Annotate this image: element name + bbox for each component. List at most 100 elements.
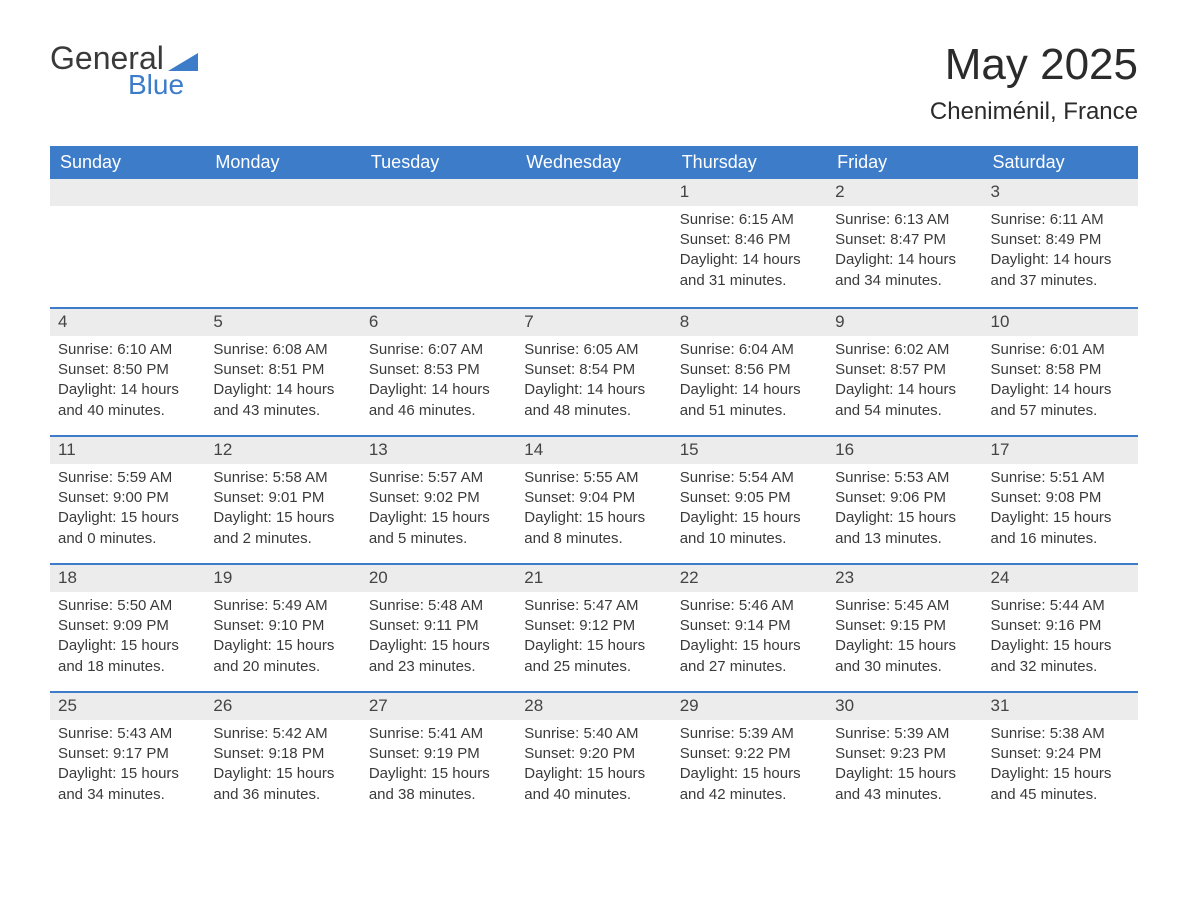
day-details: Sunrise: 6:15 AMSunset: 8:46 PMDaylight:…	[672, 206, 827, 301]
sunrise-line: Sunrise: 5:39 AM	[680, 724, 819, 744]
day-details: Sunrise: 5:41 AMSunset: 9:19 PMDaylight:…	[361, 720, 516, 815]
day-details: Sunrise: 5:40 AMSunset: 9:20 PMDaylight:…	[516, 720, 671, 815]
day-details: Sunrise: 6:11 AMSunset: 8:49 PMDaylight:…	[983, 206, 1138, 301]
day-number: 3	[983, 179, 1138, 206]
sunrise-line: Sunrise: 6:15 AM	[680, 210, 819, 230]
daylight-line: Daylight: 15 hours and 25 minutes.	[524, 636, 663, 677]
sunset-line: Sunset: 8:47 PM	[835, 230, 974, 250]
day-details: Sunrise: 5:43 AMSunset: 9:17 PMDaylight:…	[50, 720, 205, 815]
day-number: 18	[50, 563, 205, 592]
sunset-line: Sunset: 8:56 PM	[680, 360, 819, 380]
sunset-line: Sunset: 8:54 PM	[524, 360, 663, 380]
sunset-line: Sunset: 9:05 PM	[680, 488, 819, 508]
sunrise-line: Sunrise: 6:13 AM	[835, 210, 974, 230]
daylight-line: Daylight: 15 hours and 10 minutes.	[680, 508, 819, 549]
calendar-cell: 22Sunrise: 5:46 AMSunset: 9:14 PMDayligh…	[672, 563, 827, 691]
calendar-cell: 2 Sunrise: 6:13 AMSunset: 8:47 PMDaylight…	[827, 179, 982, 307]
daylight-line: Daylight: 15 hours and 0 minutes.	[58, 508, 197, 549]
day-details: Sunrise: 5:39 AMSunset: 9:22 PMDaylight:…	[672, 720, 827, 815]
sunrise-line: Sunrise: 5:40 AM	[524, 724, 663, 744]
day-details: Sunrise: 5:48 AMSunset: 9:11 PMDaylight:…	[361, 592, 516, 687]
daylight-line: Daylight: 14 hours and 48 minutes.	[524, 380, 663, 421]
calendar-cell: 25Sunrise: 5:43 AMSunset: 9:17 PMDayligh…	[50, 691, 205, 819]
sunset-line: Sunset: 9:09 PM	[58, 616, 197, 636]
day-number: 15	[672, 435, 827, 464]
calendar-cell: 31Sunrise: 5:38 AMSunset: 9:24 PMDayligh…	[983, 691, 1138, 819]
weekday-header: Tuesday	[361, 146, 516, 179]
calendar-cell: 21Sunrise: 5:47 AMSunset: 9:12 PMDayligh…	[516, 563, 671, 691]
sunrise-line: Sunrise: 5:38 AM	[991, 724, 1130, 744]
sunrise-line: Sunrise: 5:45 AM	[835, 596, 974, 616]
sunrise-line: Sunrise: 6:05 AM	[524, 340, 663, 360]
day-details: Sunrise: 5:53 AMSunset: 9:06 PMDaylight:…	[827, 464, 982, 559]
day-number: 10	[983, 307, 1138, 336]
calendar-cell	[361, 179, 516, 307]
sunrise-line: Sunrise: 5:47 AM	[524, 596, 663, 616]
day-number: 13	[361, 435, 516, 464]
daylight-line: Daylight: 15 hours and 42 minutes.	[680, 764, 819, 805]
daylight-line: Daylight: 14 hours and 51 minutes.	[680, 380, 819, 421]
weekday-header: Saturday	[983, 146, 1138, 179]
daylight-line: Daylight: 15 hours and 40 minutes.	[524, 764, 663, 805]
day-number: 17	[983, 435, 1138, 464]
daylight-line: Daylight: 14 hours and 40 minutes.	[58, 380, 197, 421]
calendar-cell: 20Sunrise: 5:48 AMSunset: 9:11 PMDayligh…	[361, 563, 516, 691]
calendar-cell: 13Sunrise: 5:57 AMSunset: 9:02 PMDayligh…	[361, 435, 516, 563]
daylight-line: Daylight: 15 hours and 20 minutes.	[213, 636, 352, 677]
page-header: General Blue May 2025 Cheniménil, France	[50, 40, 1138, 126]
sunrise-line: Sunrise: 5:49 AM	[213, 596, 352, 616]
day-details: Sunrise: 5:59 AMSunset: 9:00 PMDaylight:…	[50, 464, 205, 559]
sunrise-line: Sunrise: 5:54 AM	[680, 468, 819, 488]
day-number-empty	[516, 179, 671, 206]
sunrise-line: Sunrise: 6:10 AM	[58, 340, 197, 360]
daylight-line: Daylight: 14 hours and 34 minutes.	[835, 250, 974, 291]
sunset-line: Sunset: 9:15 PM	[835, 616, 974, 636]
sunset-line: Sunset: 9:17 PM	[58, 744, 197, 764]
calendar-cell: 10Sunrise: 6:01 AMSunset: 8:58 PMDayligh…	[983, 307, 1138, 435]
day-number: 26	[205, 691, 360, 720]
calendar-cell: 5Sunrise: 6:08 AMSunset: 8:51 PMDaylight…	[205, 307, 360, 435]
location-label: Cheniménil, France	[930, 98, 1138, 126]
sunset-line: Sunset: 8:51 PM	[213, 360, 352, 380]
daylight-line: Daylight: 14 hours and 54 minutes.	[835, 380, 974, 421]
day-details: Sunrise: 5:58 AMSunset: 9:01 PMDaylight:…	[205, 464, 360, 559]
day-details: Sunrise: 5:46 AMSunset: 9:14 PMDaylight:…	[672, 592, 827, 687]
calendar-cell: 19Sunrise: 5:49 AMSunset: 9:10 PMDayligh…	[205, 563, 360, 691]
sunset-line: Sunset: 9:08 PM	[991, 488, 1130, 508]
sunrise-line: Sunrise: 5:58 AM	[213, 468, 352, 488]
day-number: 2	[827, 179, 982, 206]
logo-triangle-icon	[168, 53, 198, 71]
calendar-cell: 11Sunrise: 5:59 AMSunset: 9:00 PMDayligh…	[50, 435, 205, 563]
sunrise-line: Sunrise: 6:07 AM	[369, 340, 508, 360]
daylight-line: Daylight: 15 hours and 8 minutes.	[524, 508, 663, 549]
sunset-line: Sunset: 8:46 PM	[680, 230, 819, 250]
day-details: Sunrise: 5:38 AMSunset: 9:24 PMDaylight:…	[983, 720, 1138, 815]
daylight-line: Daylight: 15 hours and 30 minutes.	[835, 636, 974, 677]
day-details: Sunrise: 6:07 AMSunset: 8:53 PMDaylight:…	[361, 336, 516, 431]
daylight-line: Daylight: 15 hours and 36 minutes.	[213, 764, 352, 805]
day-details: Sunrise: 5:55 AMSunset: 9:04 PMDaylight:…	[516, 464, 671, 559]
sunset-line: Sunset: 9:04 PM	[524, 488, 663, 508]
sunrise-line: Sunrise: 5:55 AM	[524, 468, 663, 488]
logo-text-blue: Blue	[128, 69, 184, 101]
day-number: 25	[50, 691, 205, 720]
sunset-line: Sunset: 9:23 PM	[835, 744, 974, 764]
calendar-cell: 28Sunrise: 5:40 AMSunset: 9:20 PMDayligh…	[516, 691, 671, 819]
sunrise-line: Sunrise: 5:44 AM	[991, 596, 1130, 616]
daylight-line: Daylight: 15 hours and 23 minutes.	[369, 636, 508, 677]
calendar-cell: 29Sunrise: 5:39 AMSunset: 9:22 PMDayligh…	[672, 691, 827, 819]
day-details: Sunrise: 5:47 AMSunset: 9:12 PMDaylight:…	[516, 592, 671, 687]
sunset-line: Sunset: 9:18 PM	[213, 744, 352, 764]
sunrise-line: Sunrise: 5:59 AM	[58, 468, 197, 488]
calendar-cell: 24Sunrise: 5:44 AMSunset: 9:16 PMDayligh…	[983, 563, 1138, 691]
sunrise-line: Sunrise: 6:08 AM	[213, 340, 352, 360]
sunset-line: Sunset: 9:00 PM	[58, 488, 197, 508]
calendar-cell: 16Sunrise: 5:53 AMSunset: 9:06 PMDayligh…	[827, 435, 982, 563]
sunrise-line: Sunrise: 6:11 AM	[991, 210, 1130, 230]
daylight-line: Daylight: 14 hours and 43 minutes.	[213, 380, 352, 421]
sunset-line: Sunset: 8:58 PM	[991, 360, 1130, 380]
calendar-table: SundayMondayTuesdayWednesdayThursdayFrid…	[50, 146, 1138, 819]
day-details: Sunrise: 5:50 AMSunset: 9:09 PMDaylight:…	[50, 592, 205, 687]
sunset-line: Sunset: 9:06 PM	[835, 488, 974, 508]
day-details: Sunrise: 5:51 AMSunset: 9:08 PMDaylight:…	[983, 464, 1138, 559]
